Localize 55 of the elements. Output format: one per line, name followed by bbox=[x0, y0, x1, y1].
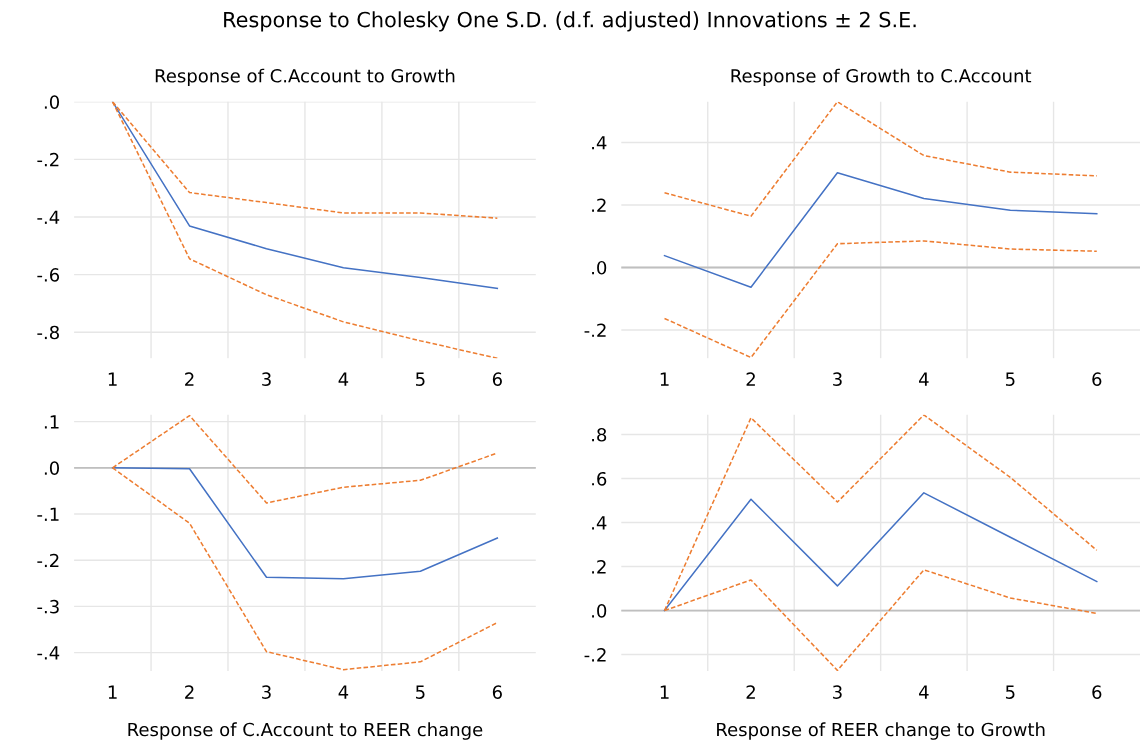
y-tick-label: -.4 bbox=[37, 646, 60, 660]
x-tick-label: 2 bbox=[746, 372, 755, 386]
y-tick-label: .0 bbox=[44, 95, 60, 109]
x-tick-label: 1 bbox=[108, 372, 117, 386]
line-series bbox=[111, 467, 499, 580]
x-tick-label: 4 bbox=[338, 372, 349, 386]
y-tick-label: .4 bbox=[592, 516, 607, 530]
x-tick-label: 3 bbox=[833, 372, 842, 387]
x-tick-label: 6 bbox=[492, 372, 502, 387]
x-tick-label: 5 bbox=[416, 685, 425, 699]
x-tick-label: 3 bbox=[262, 372, 271, 387]
x-tick-label: 4 bbox=[919, 372, 929, 386]
x-tick-label: 4 bbox=[338, 685, 349, 699]
y-tick-label: .0 bbox=[44, 461, 60, 475]
x-tick-label: 1 bbox=[108, 685, 117, 699]
y-tick-label: -.2 bbox=[584, 648, 606, 662]
x-tick-label: 3 bbox=[833, 685, 842, 699]
x-tick-label: 6 bbox=[1092, 685, 1102, 699]
x-tick-label: 2 bbox=[185, 685, 194, 699]
y-tick-label: .1 bbox=[44, 415, 59, 429]
y-tick-label: .2 bbox=[592, 559, 606, 574]
text: Response of REER change to Growth bbox=[717, 722, 1045, 740]
x-tick-label: 2 bbox=[746, 685, 755, 699]
x-tick-label: 3 bbox=[262, 685, 271, 699]
line-series bbox=[663, 101, 1098, 217]
y-tick-label: -.4 bbox=[37, 210, 60, 224]
y-tick-label: -.2 bbox=[584, 323, 606, 337]
y-tick-label: -.3 bbox=[37, 599, 59, 614]
chart-title: Response of C.Account to Growth bbox=[155, 68, 455, 87]
x-tick-label: 6 bbox=[1092, 372, 1102, 387]
y-tick-label: .2 bbox=[592, 198, 606, 212]
chart-title: Response of Growth to C.Account bbox=[731, 68, 1032, 87]
y-tick-label: -.2 bbox=[37, 553, 59, 568]
x-tick-label: 1 bbox=[660, 685, 669, 699]
x-tick-label: 2 bbox=[185, 372, 194, 386]
x-tick-label: 6 bbox=[492, 685, 502, 699]
y-tick-label: .0 bbox=[592, 260, 607, 275]
y-tick-label: .4 bbox=[592, 136, 607, 150]
y-tick-label: .0 bbox=[592, 604, 607, 618]
y-tick-label: .6 bbox=[592, 471, 607, 486]
line-series bbox=[663, 492, 1098, 612]
text: Response of C.Account to REER change bbox=[128, 722, 483, 740]
y-tick-label: -.2 bbox=[37, 152, 59, 167]
x-tick-label: 4 bbox=[919, 685, 929, 699]
x-tick-label: 5 bbox=[1005, 685, 1015, 699]
y-tick-label: .8 bbox=[592, 427, 607, 442]
x-tick-label: 5 bbox=[1005, 372, 1015, 387]
x-tick-label: 5 bbox=[416, 372, 425, 387]
text: Response to Cholesky One S.D. (d.f. adjusted) Innovations ± 2 S.E. bbox=[224, 11, 916, 32]
y-tick-label: -.6 bbox=[37, 268, 60, 282]
y-tick-label: -.8 bbox=[37, 325, 59, 340]
x-tick-label: 1 bbox=[660, 372, 669, 386]
line-series bbox=[663, 240, 1098, 359]
line-series bbox=[663, 171, 1098, 288]
y-tick-label: -.1 bbox=[37, 507, 59, 521]
